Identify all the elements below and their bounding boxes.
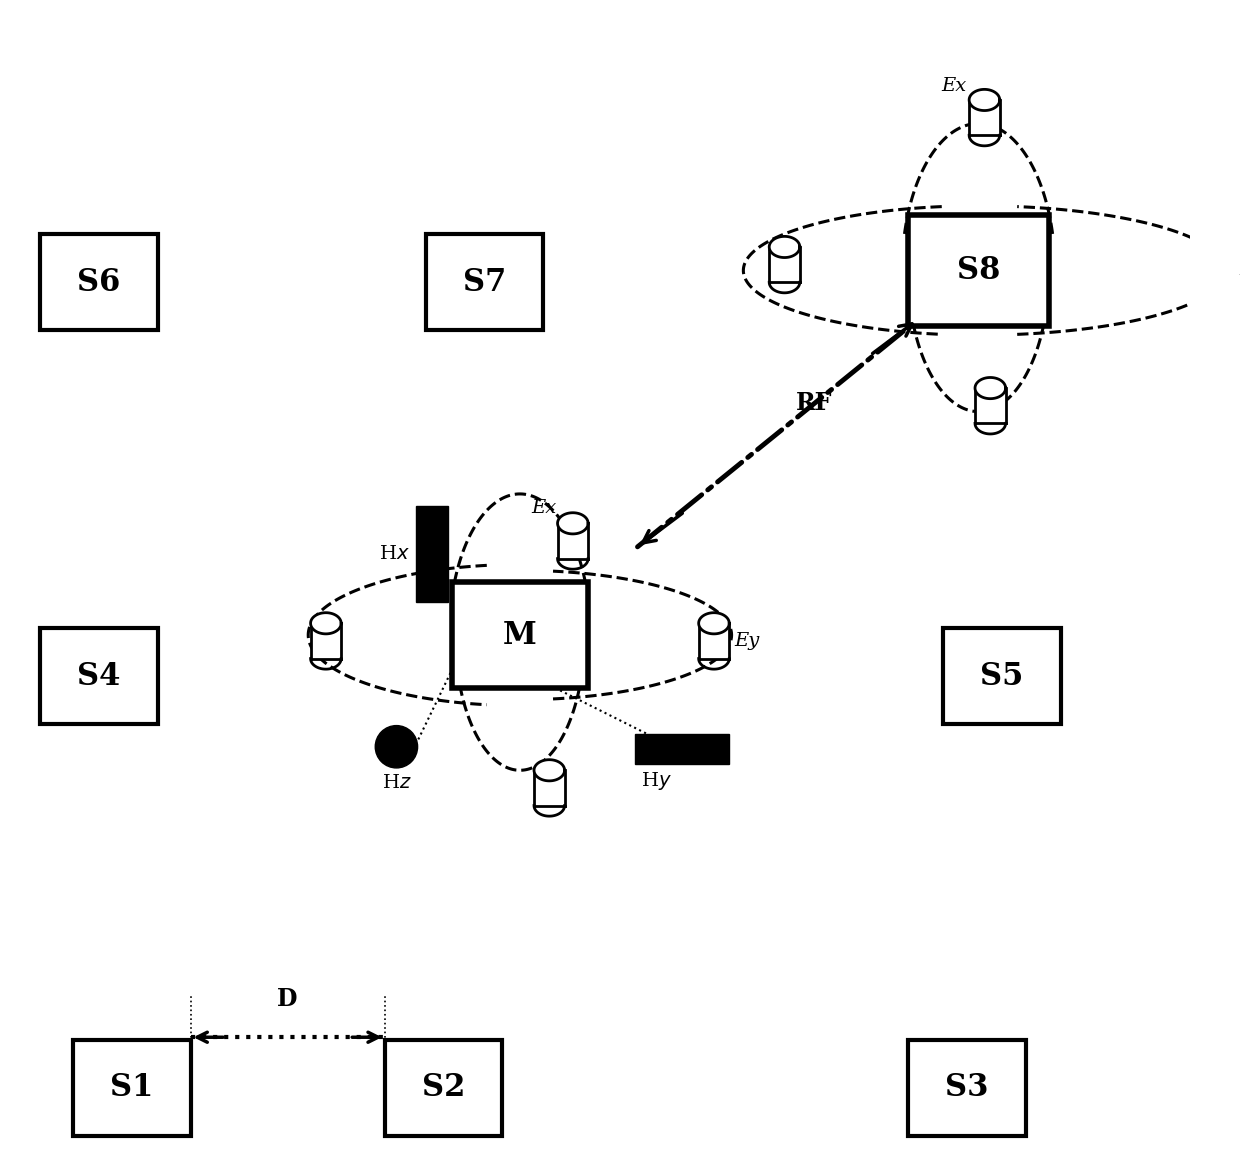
Polygon shape [310, 623, 341, 659]
Text: S2: S2 [422, 1073, 465, 1103]
FancyBboxPatch shape [908, 215, 1049, 327]
Text: M: M [503, 620, 537, 650]
Text: Ey: Ey [734, 632, 759, 650]
FancyBboxPatch shape [908, 1040, 1025, 1136]
Text: S8: S8 [957, 255, 1001, 286]
Text: H$z$: H$z$ [382, 774, 412, 791]
Polygon shape [558, 523, 588, 559]
Polygon shape [698, 613, 729, 634]
FancyBboxPatch shape [40, 628, 157, 724]
Polygon shape [1204, 242, 1235, 263]
Polygon shape [970, 89, 999, 111]
Polygon shape [769, 247, 800, 282]
Text: Ex: Ex [941, 78, 967, 95]
Polygon shape [698, 623, 729, 659]
Polygon shape [534, 760, 564, 781]
Polygon shape [534, 770, 564, 806]
FancyBboxPatch shape [40, 234, 157, 330]
FancyBboxPatch shape [425, 234, 543, 330]
Text: H$y$: H$y$ [641, 770, 672, 793]
FancyBboxPatch shape [415, 506, 448, 602]
Polygon shape [975, 377, 1006, 399]
Text: RF: RF [796, 392, 833, 415]
Polygon shape [970, 100, 999, 135]
Text: S5: S5 [981, 661, 1024, 691]
Text: S4: S4 [77, 661, 120, 691]
Text: H$x$: H$x$ [379, 544, 410, 563]
Text: D: D [278, 988, 298, 1011]
FancyBboxPatch shape [453, 582, 588, 688]
FancyBboxPatch shape [73, 1040, 191, 1136]
Text: S3: S3 [945, 1073, 988, 1103]
FancyBboxPatch shape [384, 1040, 502, 1136]
Text: S1: S1 [110, 1073, 154, 1103]
Polygon shape [310, 613, 341, 634]
Polygon shape [558, 513, 588, 534]
Circle shape [376, 726, 418, 768]
FancyBboxPatch shape [944, 628, 1061, 724]
Text: S6: S6 [77, 267, 120, 298]
Polygon shape [975, 388, 1006, 423]
Polygon shape [769, 236, 800, 258]
FancyBboxPatch shape [635, 734, 729, 764]
Text: S7: S7 [463, 267, 506, 298]
Text: Ex: Ex [531, 500, 557, 517]
Polygon shape [1204, 253, 1235, 288]
